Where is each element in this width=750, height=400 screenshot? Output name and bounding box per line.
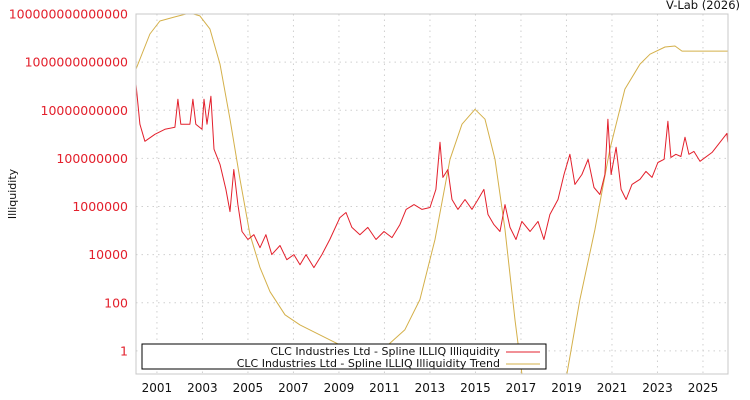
x-tick-label: 2013 xyxy=(415,381,446,395)
x-tick-label: 2007 xyxy=(278,381,309,395)
x-tick-label: 2015 xyxy=(460,381,491,395)
x-tick-label: 2009 xyxy=(324,381,355,395)
x-tick-label: 2001 xyxy=(142,381,173,395)
x-axis-ticks: 2001 2003 2005 2007 2009 2011 2013 2015 2017 2019… xyxy=(142,381,719,395)
series-line-illiquidity xyxy=(136,84,728,269)
x-tick-label: 2019 xyxy=(551,381,582,395)
y-axis-label: Illiquidity xyxy=(6,168,19,219)
legend-box xyxy=(141,343,547,370)
y-tick-label: 10000 xyxy=(88,247,128,262)
series-line-trend xyxy=(136,14,728,374)
x-tick-label: 2011 xyxy=(369,381,400,395)
source-label: V-Lab (2026) xyxy=(666,0,740,12)
grid xyxy=(136,13,728,374)
x-tick-label: 2025 xyxy=(688,381,719,395)
x-tick-label: 2005 xyxy=(233,381,264,395)
y-tick-label: 100000000000000 xyxy=(9,7,128,22)
y-tick-label: 10000000000 xyxy=(41,103,129,118)
legend-label-trend: CLC Industries Ltd - Spline ILLIQ Illiqu… xyxy=(237,357,500,370)
legend-label-illiquidity: CLC Industries Ltd - Spline ILLIQ Illiqu… xyxy=(270,345,500,358)
plot-frame xyxy=(135,13,729,375)
series-lines xyxy=(136,14,728,374)
x-tick-label: 2021 xyxy=(597,381,628,395)
y-tick-label: 100000000 xyxy=(56,151,128,166)
y-tick-label: 1 xyxy=(120,343,128,358)
legend: CLC Industries Ltd - Spline ILLIQ Illiqu… xyxy=(141,343,547,370)
x-tick-label: 2003 xyxy=(187,381,218,395)
x-tick-label: 2023 xyxy=(642,381,673,395)
y-tick-label: 1000000 xyxy=(72,199,128,214)
x-tick-label: 2017 xyxy=(506,381,537,395)
y-tick-label: 100 xyxy=(104,295,128,310)
y-axis-ticks: 100000000000000 1000000000000 10000000000 1… xyxy=(9,7,128,359)
y-tick-label: 1000000000000 xyxy=(25,55,128,70)
